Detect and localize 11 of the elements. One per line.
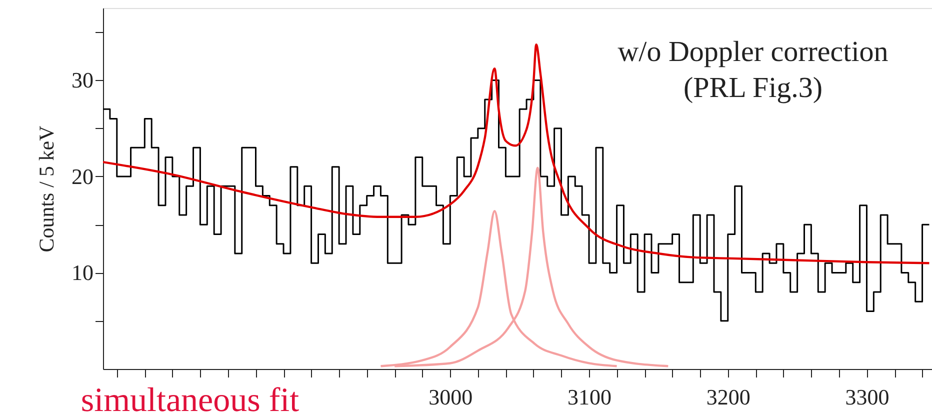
x-tick-label: 3300 (845, 384, 890, 410)
text: simultaneous fit (80, 382, 300, 416)
y-tick-label: 30 (72, 68, 94, 93)
x-tick-label: 3000 (428, 384, 473, 410)
y-tick-label: 20 (72, 164, 94, 189)
y-axis-title: Counts / 5 keV (34, 126, 58, 252)
annotation: w/o Doppler correction (618, 36, 889, 68)
annotation: (PRL Fig.3) (683, 72, 823, 104)
x-tick-label: 3200 (706, 384, 750, 410)
x-tick-label: 3100 (568, 384, 612, 410)
y-tick-label: 10 (72, 260, 94, 286)
